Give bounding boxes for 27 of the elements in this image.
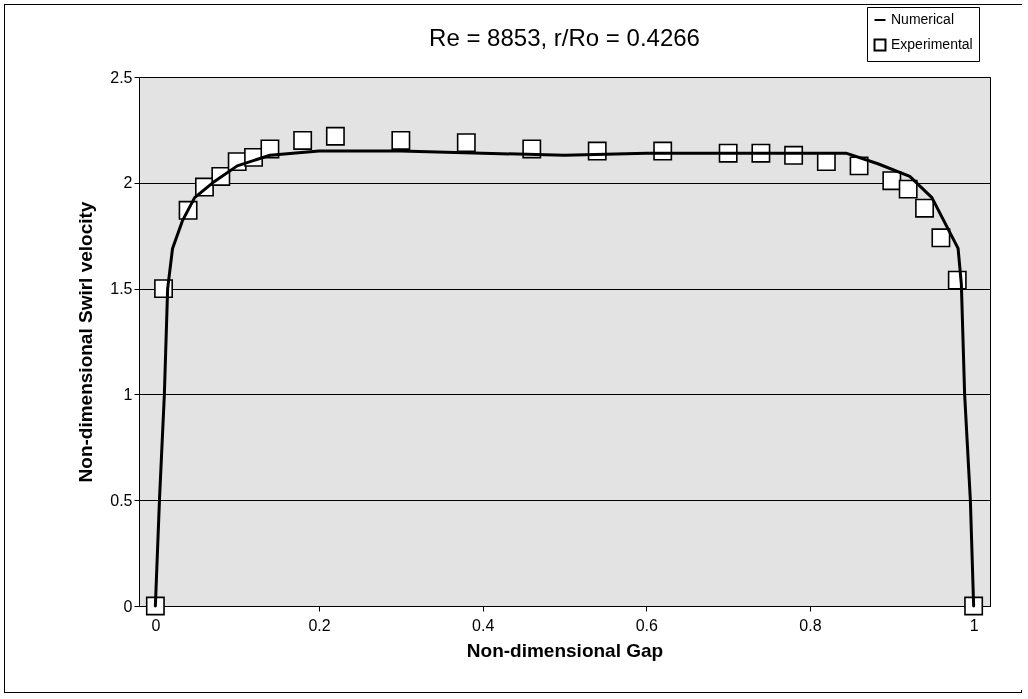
x-tick-label: 0.8 [799,616,822,634]
legend-label: Experimental [891,36,973,52]
y-axis-title: Non-dimensional Swirl velocity [75,201,97,483]
point [145,596,165,616]
point [456,133,476,153]
point [915,198,934,218]
point [325,126,345,146]
y-tick-label: 1.5 [110,280,133,298]
point [931,228,951,248]
x-tick-label: 0.6 [635,616,659,634]
point [882,171,902,191]
x-tick-label: 0.4 [472,616,495,634]
point [293,131,313,150]
y-tick-label: 0.5 [110,491,133,509]
y-tick-label: 1 [123,385,133,403]
point [898,179,918,199]
point [391,131,411,150]
point [964,596,984,616]
y-tick-label: 0 [123,597,133,615]
chart-title: Re = 8853, r/Ro = 0.4266 [429,23,700,51]
y-tick-label: 2 [123,174,133,192]
legend-label: Numerical [891,11,955,27]
y-tick-label: 2.5 [110,68,133,86]
x-tick-label: 0.2 [308,616,331,634]
x-tick-label: 1 [969,616,979,634]
x-tick-label: 0 [151,616,161,634]
x-axis-title: Non-dimensional Gap [466,639,664,661]
